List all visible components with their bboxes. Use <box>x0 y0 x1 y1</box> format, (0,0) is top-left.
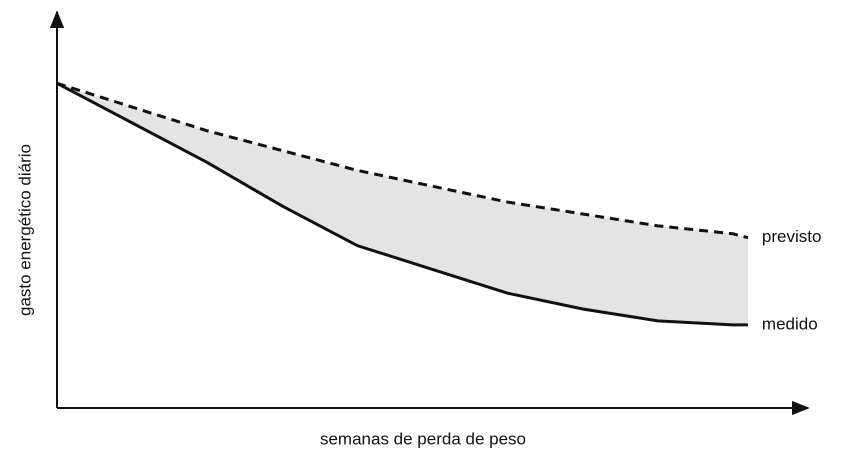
series-label: previsto <box>762 227 822 246</box>
line-solid <box>56 81 748 327</box>
x-axis-title: semanas de perda de peso <box>320 429 526 448</box>
y-axis-title: gasto energético diário <box>15 144 34 316</box>
series-label: medido <box>762 314 818 333</box>
gap-area <box>57 83 748 325</box>
